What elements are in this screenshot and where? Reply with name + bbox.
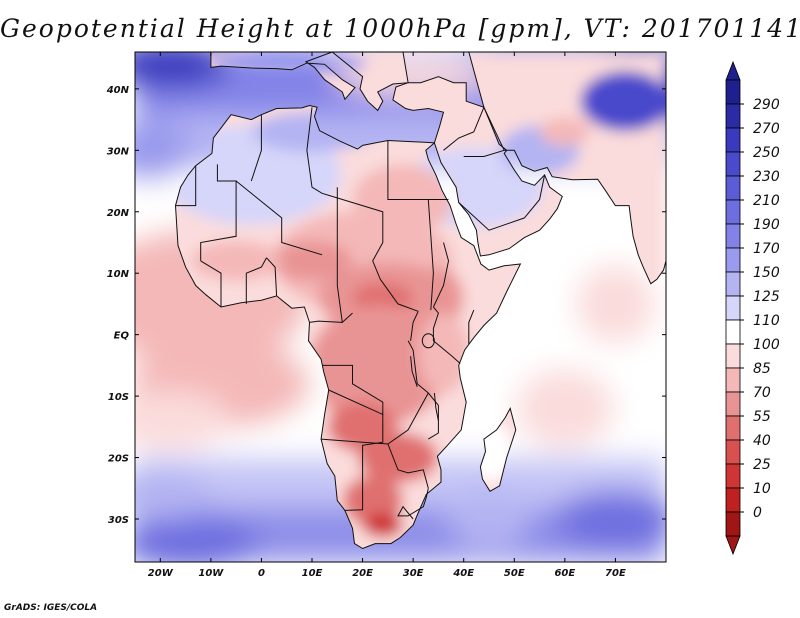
border <box>235 180 323 256</box>
colorbar-bottom-arrow <box>725 535 741 556</box>
coastline <box>479 407 517 492</box>
border <box>309 320 343 323</box>
border <box>322 364 384 415</box>
colorbar-segment <box>725 319 741 345</box>
colorbar-label: 55 <box>753 409 771 425</box>
colorbar-label: 290 <box>753 97 780 113</box>
border <box>432 242 450 308</box>
lat-tick-label: 40N <box>106 85 130 96</box>
chart-title: Geopotential Height at 1000hPa [gpm], VT… <box>0 14 800 43</box>
border <box>407 340 439 440</box>
border <box>336 187 353 324</box>
plot-frame <box>134 51 667 563</box>
colorbar-label: 110 <box>753 313 780 329</box>
coastline <box>468 52 666 285</box>
lon-tick-label: 60E <box>554 568 575 579</box>
colorbar-segment <box>725 487 741 513</box>
colorbar-label: 190 <box>753 217 780 233</box>
colorbar-label: 10 <box>753 481 771 497</box>
colorbar-label: 270 <box>753 121 780 137</box>
border <box>387 443 429 489</box>
lon-tick-label: 10E <box>302 568 323 579</box>
colorbar-segment <box>725 175 741 201</box>
lat-tick-label: 20N <box>107 208 130 219</box>
lat-tick-label: 10N <box>107 269 130 280</box>
colorbar-segment <box>725 295 741 321</box>
colorbar-segment <box>725 127 741 153</box>
coastline <box>210 52 409 112</box>
colorbar-segment <box>725 79 741 105</box>
border <box>427 199 434 311</box>
lon-tick-label: 30E <box>403 568 424 579</box>
colorbar-segment <box>725 343 741 369</box>
lat-tick-label: 20S <box>108 454 129 465</box>
border <box>397 488 429 520</box>
lon-tick-label: 0 <box>258 568 265 579</box>
colorbar-segment <box>725 151 741 177</box>
border <box>458 174 546 231</box>
lon-tick-label: 20E <box>352 568 373 579</box>
border <box>344 486 364 511</box>
colorbar-label: 100 <box>753 337 780 353</box>
border <box>175 165 197 207</box>
colorbar-segment <box>725 247 741 273</box>
colorbar-label: 170 <box>753 241 780 257</box>
colorbar-label: 210 <box>753 193 780 209</box>
longitude-axis: 20W 10W 0 10E 20E 30E 40E 50E 60E 70E <box>148 52 626 579</box>
credit-text: GrADS: IGES/COLA <box>4 603 98 613</box>
lon-tick-label: 50E <box>504 568 525 579</box>
colorbar-segment <box>725 415 741 441</box>
colorbar-segment <box>725 391 741 417</box>
border <box>266 257 278 296</box>
colorbar-segment <box>725 223 741 249</box>
lake-malawi <box>433 392 439 421</box>
border <box>328 389 384 487</box>
colorbar-label: 25 <box>753 457 771 473</box>
height-field <box>135 52 666 562</box>
lat-tick-label: 30S <box>108 515 129 526</box>
lat-tick-label: 30N <box>107 146 130 157</box>
border <box>250 114 262 182</box>
colorbar-segment <box>725 103 741 129</box>
colorbar-segment <box>725 271 741 297</box>
coastline <box>174 76 563 550</box>
border <box>332 195 419 312</box>
border <box>468 309 475 344</box>
colorbar-label: 0 <box>753 505 762 521</box>
lat-tick-label: EQ <box>114 331 130 342</box>
colorbar-label: 250 <box>753 145 780 161</box>
lon-tick-label: 20W <box>148 568 174 579</box>
colorbar-top-arrow <box>725 60 741 81</box>
colorbar-segment <box>725 463 741 489</box>
colorbar-label: 125 <box>753 289 780 305</box>
colorbar-label: 230 <box>753 169 780 185</box>
colorbar-segment <box>725 511 741 537</box>
border <box>410 311 419 341</box>
border <box>200 164 237 261</box>
country-borders <box>174 52 666 550</box>
colorbar: 2902702502302101901701501251101008570554… <box>725 60 780 556</box>
colorbar-label: 70 <box>753 385 771 401</box>
colorbar-segment <box>725 367 741 393</box>
border <box>463 149 505 157</box>
latitude-axis: 40N 30N 20N 10N EQ 10S 20S 30S <box>106 85 666 526</box>
lake-tanganyika <box>410 356 418 388</box>
lat-tick-label: 10S <box>108 392 129 403</box>
colorbar-label: 150 <box>753 265 780 281</box>
lon-tick-label: 10W <box>198 568 224 579</box>
colorbar-label: 40 <box>753 433 771 449</box>
lake-victoria <box>421 333 435 349</box>
colorbar-segment <box>725 439 741 465</box>
colorbar-label: 85 <box>753 361 771 377</box>
border <box>306 107 333 197</box>
border <box>432 306 461 364</box>
lon-tick-label: 40E <box>452 568 474 579</box>
lon-tick-label: 70E <box>605 568 626 579</box>
border <box>200 260 222 307</box>
border <box>443 107 485 151</box>
border <box>245 257 267 304</box>
colorbar-segment <box>725 199 741 225</box>
